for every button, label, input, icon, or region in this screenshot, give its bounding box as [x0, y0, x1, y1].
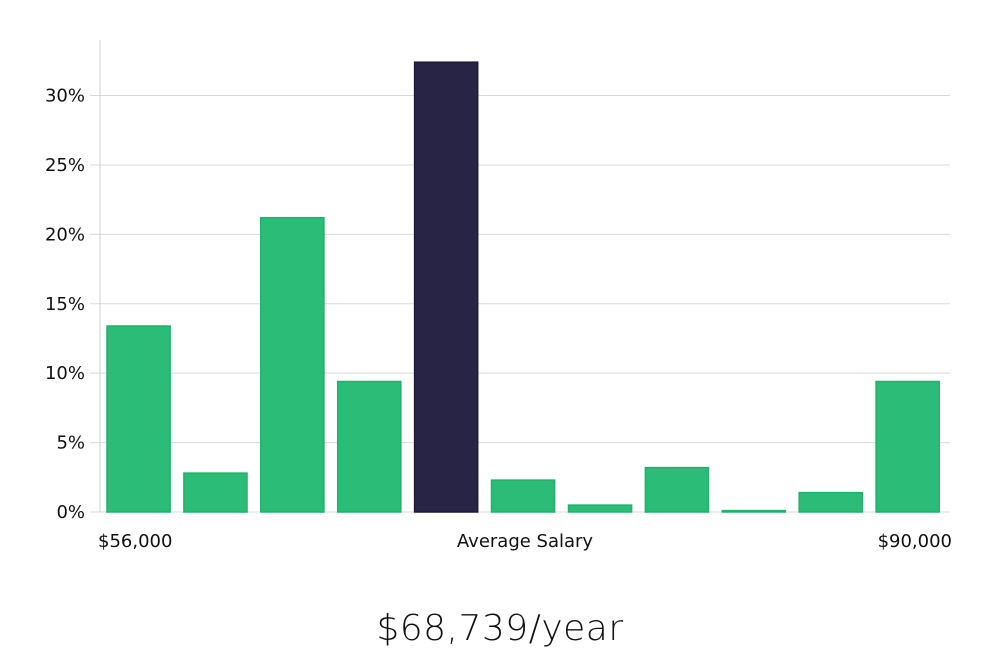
bar	[721, 509, 787, 513]
bar	[260, 216, 325, 513]
bar	[798, 491, 864, 513]
y-tick-label: 5%	[56, 433, 85, 454]
y-tick-label: 0%	[56, 502, 85, 523]
y-tick-label: 10%	[45, 363, 85, 384]
bar	[106, 325, 171, 513]
bars	[106, 61, 940, 513]
bar	[567, 504, 633, 513]
average-salary-figure: $68,739/year	[376, 608, 624, 649]
bar	[490, 479, 556, 513]
salary-distribution-chart: 0% 5% 10% 15% 20% 25% 30% $56,000 Average Sala…	[45, 40, 952, 552]
bar	[336, 380, 402, 513]
y-tick-label: 30%	[45, 86, 85, 107]
y-tick-label: 15%	[45, 294, 85, 315]
bar	[644, 466, 710, 513]
x-label-min: $56,000	[98, 531, 172, 552]
bar	[183, 472, 248, 513]
y-tick-label: 25%	[45, 155, 85, 176]
grid-lines	[90, 95, 950, 513]
bar	[875, 380, 940, 513]
y-axis-ticks: 0% 5% 10% 15% 20% 25% 30%	[45, 86, 85, 523]
x-label-center: Average Salary	[457, 531, 594, 552]
x-label-max: $90,000	[878, 531, 952, 552]
bar-average-salary	[413, 61, 479, 513]
y-tick-label: 20%	[45, 224, 85, 245]
